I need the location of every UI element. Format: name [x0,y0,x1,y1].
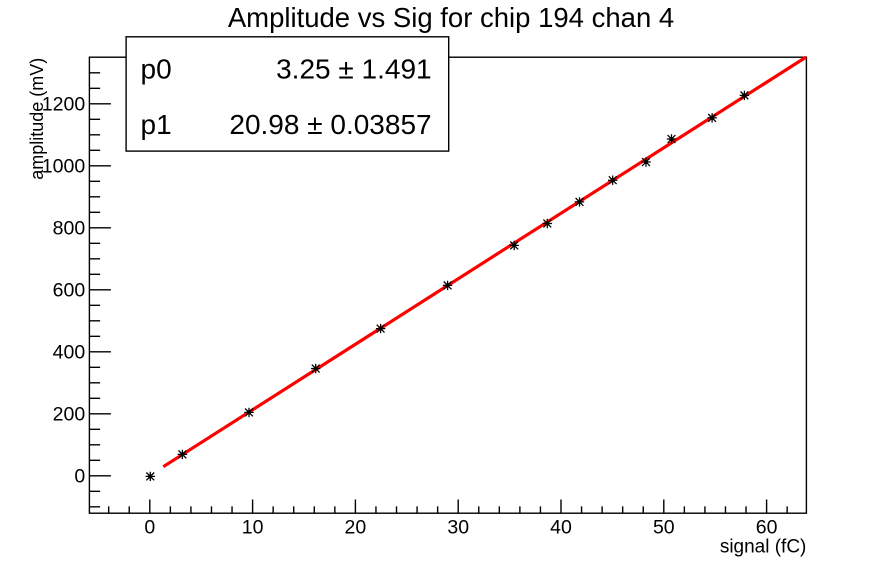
svg-text:50: 50 [653,517,675,539]
svg-text:30: 30 [447,517,469,539]
svg-text:p0: p0 [141,54,172,85]
svg-text:600: 600 [53,280,86,302]
svg-text:p1: p1 [141,109,172,140]
svg-text:60: 60 [756,517,778,539]
svg-text:20: 20 [345,517,367,539]
svg-text:1200: 1200 [42,94,86,116]
svg-text:1000: 1000 [42,156,86,178]
svg-text:20.98 ± 0.03857: 20.98 ± 0.03857 [229,109,431,140]
svg-text:amplitude (mV): amplitude (mV) [27,58,47,180]
svg-text:40: 40 [550,517,572,539]
svg-text:0: 0 [74,466,85,488]
svg-text:Amplitude vs Sig for chip 194: Amplitude vs Sig for chip 194 chan 4 [228,2,674,33]
svg-text:10: 10 [242,517,264,539]
svg-text:3.25 ± 1.491: 3.25 ± 1.491 [276,54,432,85]
svg-text:signal (fC): signal (fC) [720,537,807,558]
svg-text:200: 200 [53,404,86,426]
svg-text:0: 0 [144,517,155,539]
svg-text:400: 400 [53,342,86,364]
svg-text:800: 800 [53,218,86,240]
